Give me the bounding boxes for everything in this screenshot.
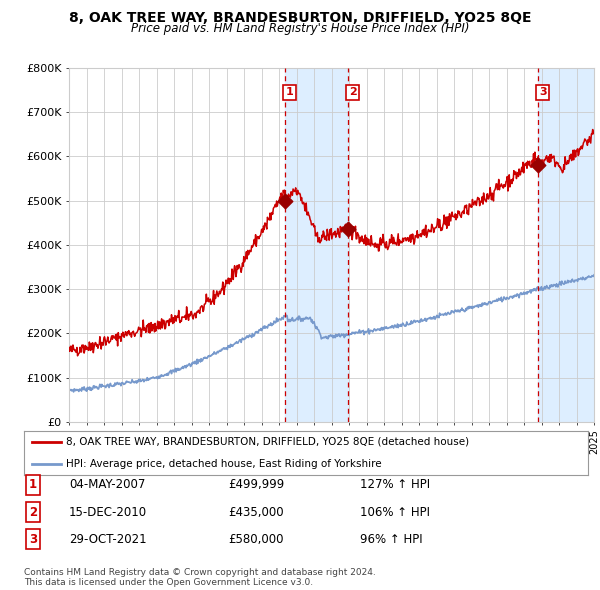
Text: 8, OAK TREE WAY, BRANDESBURTON, DRIFFIELD, YO25 8QE: 8, OAK TREE WAY, BRANDESBURTON, DRIFFIEL…: [69, 11, 531, 25]
Text: 1: 1: [29, 478, 37, 491]
Text: 3: 3: [29, 533, 37, 546]
Bar: [285, 68, 349, 422]
Point: [280, 196, 290, 205]
Text: Contains HM Land Registry data © Crown copyright and database right 2024.: Contains HM Land Registry data © Crown c…: [24, 568, 376, 577]
Text: 127% ↑ HPI: 127% ↑ HPI: [360, 478, 430, 491]
Text: 04-MAY-2007: 04-MAY-2007: [69, 478, 145, 491]
Point: [344, 225, 353, 234]
Text: This data is licensed under the Open Government Licence v3.0.: This data is licensed under the Open Gov…: [24, 578, 313, 587]
Text: 2: 2: [349, 87, 356, 97]
Text: 106% ↑ HPI: 106% ↑ HPI: [360, 506, 430, 519]
Text: HPI: Average price, detached house, East Riding of Yorkshire: HPI: Average price, detached house, East…: [66, 459, 382, 469]
Text: £435,000: £435,000: [228, 506, 284, 519]
Bar: [538, 68, 594, 422]
Point: [533, 160, 543, 170]
Text: 15-DEC-2010: 15-DEC-2010: [69, 506, 147, 519]
Text: 29-OCT-2021: 29-OCT-2021: [69, 533, 146, 546]
Text: 96% ↑ HPI: 96% ↑ HPI: [360, 533, 422, 546]
Text: 3: 3: [539, 87, 547, 97]
Text: £499,999: £499,999: [228, 478, 284, 491]
Text: 2: 2: [29, 506, 37, 519]
Text: 1: 1: [286, 87, 293, 97]
Text: 8, OAK TREE WAY, BRANDESBURTON, DRIFFIELD, YO25 8QE (detached house): 8, OAK TREE WAY, BRANDESBURTON, DRIFFIEL…: [66, 437, 469, 447]
Text: £580,000: £580,000: [228, 533, 284, 546]
Text: Price paid vs. HM Land Registry's House Price Index (HPI): Price paid vs. HM Land Registry's House …: [131, 22, 469, 35]
